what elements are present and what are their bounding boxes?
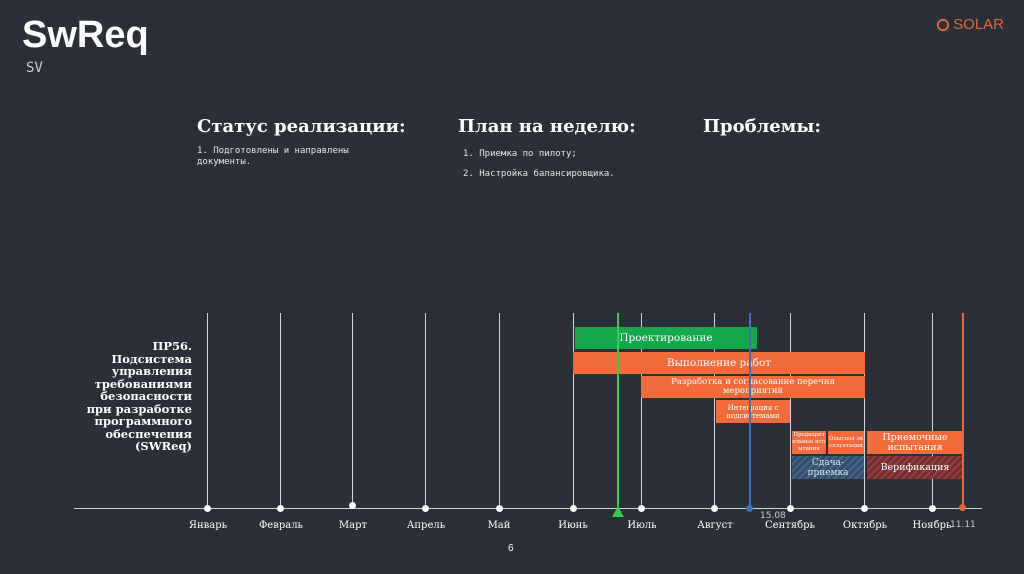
- brand-logo: SOLAR: [936, 16, 1004, 33]
- page-number: 6: [508, 543, 514, 554]
- milestone-dot-blue: [746, 505, 753, 512]
- month-gridline: [573, 313, 574, 508]
- month-gridline: [499, 313, 500, 508]
- solar-ring-icon: [937, 18, 950, 31]
- task-bar-acceptance: Приемочные испытания: [867, 431, 963, 454]
- month-label: Март: [338, 520, 368, 531]
- current-date-marker-icon: [612, 506, 624, 517]
- month-gridline: [641, 313, 642, 508]
- month-label: Январь: [188, 520, 228, 531]
- plan-item: 2. Настройка балансировщика.: [463, 169, 615, 179]
- project-name: ПР56. Подсистема управления требованиями…: [86, 339, 192, 453]
- milestone-line-blue: [749, 313, 751, 508]
- task-bar-handover: Сдача-приемка: [792, 456, 864, 479]
- month-label: Февраль: [258, 520, 304, 531]
- status-item: 1. Подготовлены и направлены документы.: [197, 146, 349, 167]
- current-date-line: [617, 313, 619, 513]
- deadline-dot: [959, 504, 966, 511]
- plan-heading: План на неделю:: [458, 116, 636, 137]
- problems-heading: Проблемы:: [703, 116, 822, 137]
- month-gridline: [425, 313, 426, 508]
- month-gridline: [790, 313, 791, 508]
- month-dot: [496, 505, 503, 512]
- month-dot: [204, 505, 211, 512]
- month-gridline: [207, 313, 208, 508]
- month-dot: [422, 505, 429, 512]
- month-gridline: [864, 313, 865, 508]
- month-dot: [929, 505, 936, 512]
- month-dot: [787, 505, 794, 512]
- page-subtitle: SV: [26, 60, 43, 76]
- month-dot: [570, 505, 577, 512]
- task-bar-experimental: Опытная эксплуатация: [828, 431, 864, 454]
- month-label: Май: [487, 520, 511, 531]
- month-label: Октябрь: [842, 520, 888, 531]
- status-heading: Статус реализации:: [197, 116, 406, 137]
- month-dot: [349, 502, 356, 509]
- timeline-axis: [74, 508, 982, 509]
- task-bar-verification: Верификация: [867, 456, 963, 479]
- deadline-date: 11.11: [950, 520, 976, 530]
- month-label: Сентябрь: [765, 520, 815, 531]
- task-bar-design: Проектирование: [575, 327, 757, 349]
- month-dot: [711, 505, 718, 512]
- deadline-line: [962, 313, 964, 508]
- month-label: Август: [697, 520, 733, 531]
- task-bar-measures: Разработка и согласование перечня меропр…: [641, 376, 865, 398]
- milestone-date-blue: 15.08: [760, 511, 786, 521]
- month-label: Июль: [627, 520, 657, 531]
- month-gridline: [352, 313, 353, 508]
- month-label: Ноябрь: [912, 520, 952, 531]
- month-label: Июнь: [558, 520, 588, 531]
- month-dot: [861, 505, 868, 512]
- brand-logo-text: SOLAR: [953, 16, 1004, 33]
- page-title: SwReq: [22, 14, 149, 56]
- month-dot: [277, 505, 284, 512]
- plan-item: 1. Приемка по пилоту;: [463, 149, 577, 159]
- month-gridline: [714, 313, 715, 508]
- month-label: Апрель: [406, 520, 446, 531]
- month-gridline: [932, 313, 933, 508]
- task-bar-integration: Интеграция с подсистемами: [716, 400, 790, 423]
- month-gridline: [280, 313, 281, 508]
- task-bar-execution: Выполнение работ: [573, 352, 865, 374]
- task-bar-preliminary: Предварительные испытания: [792, 431, 826, 454]
- month-dot: [638, 505, 645, 512]
